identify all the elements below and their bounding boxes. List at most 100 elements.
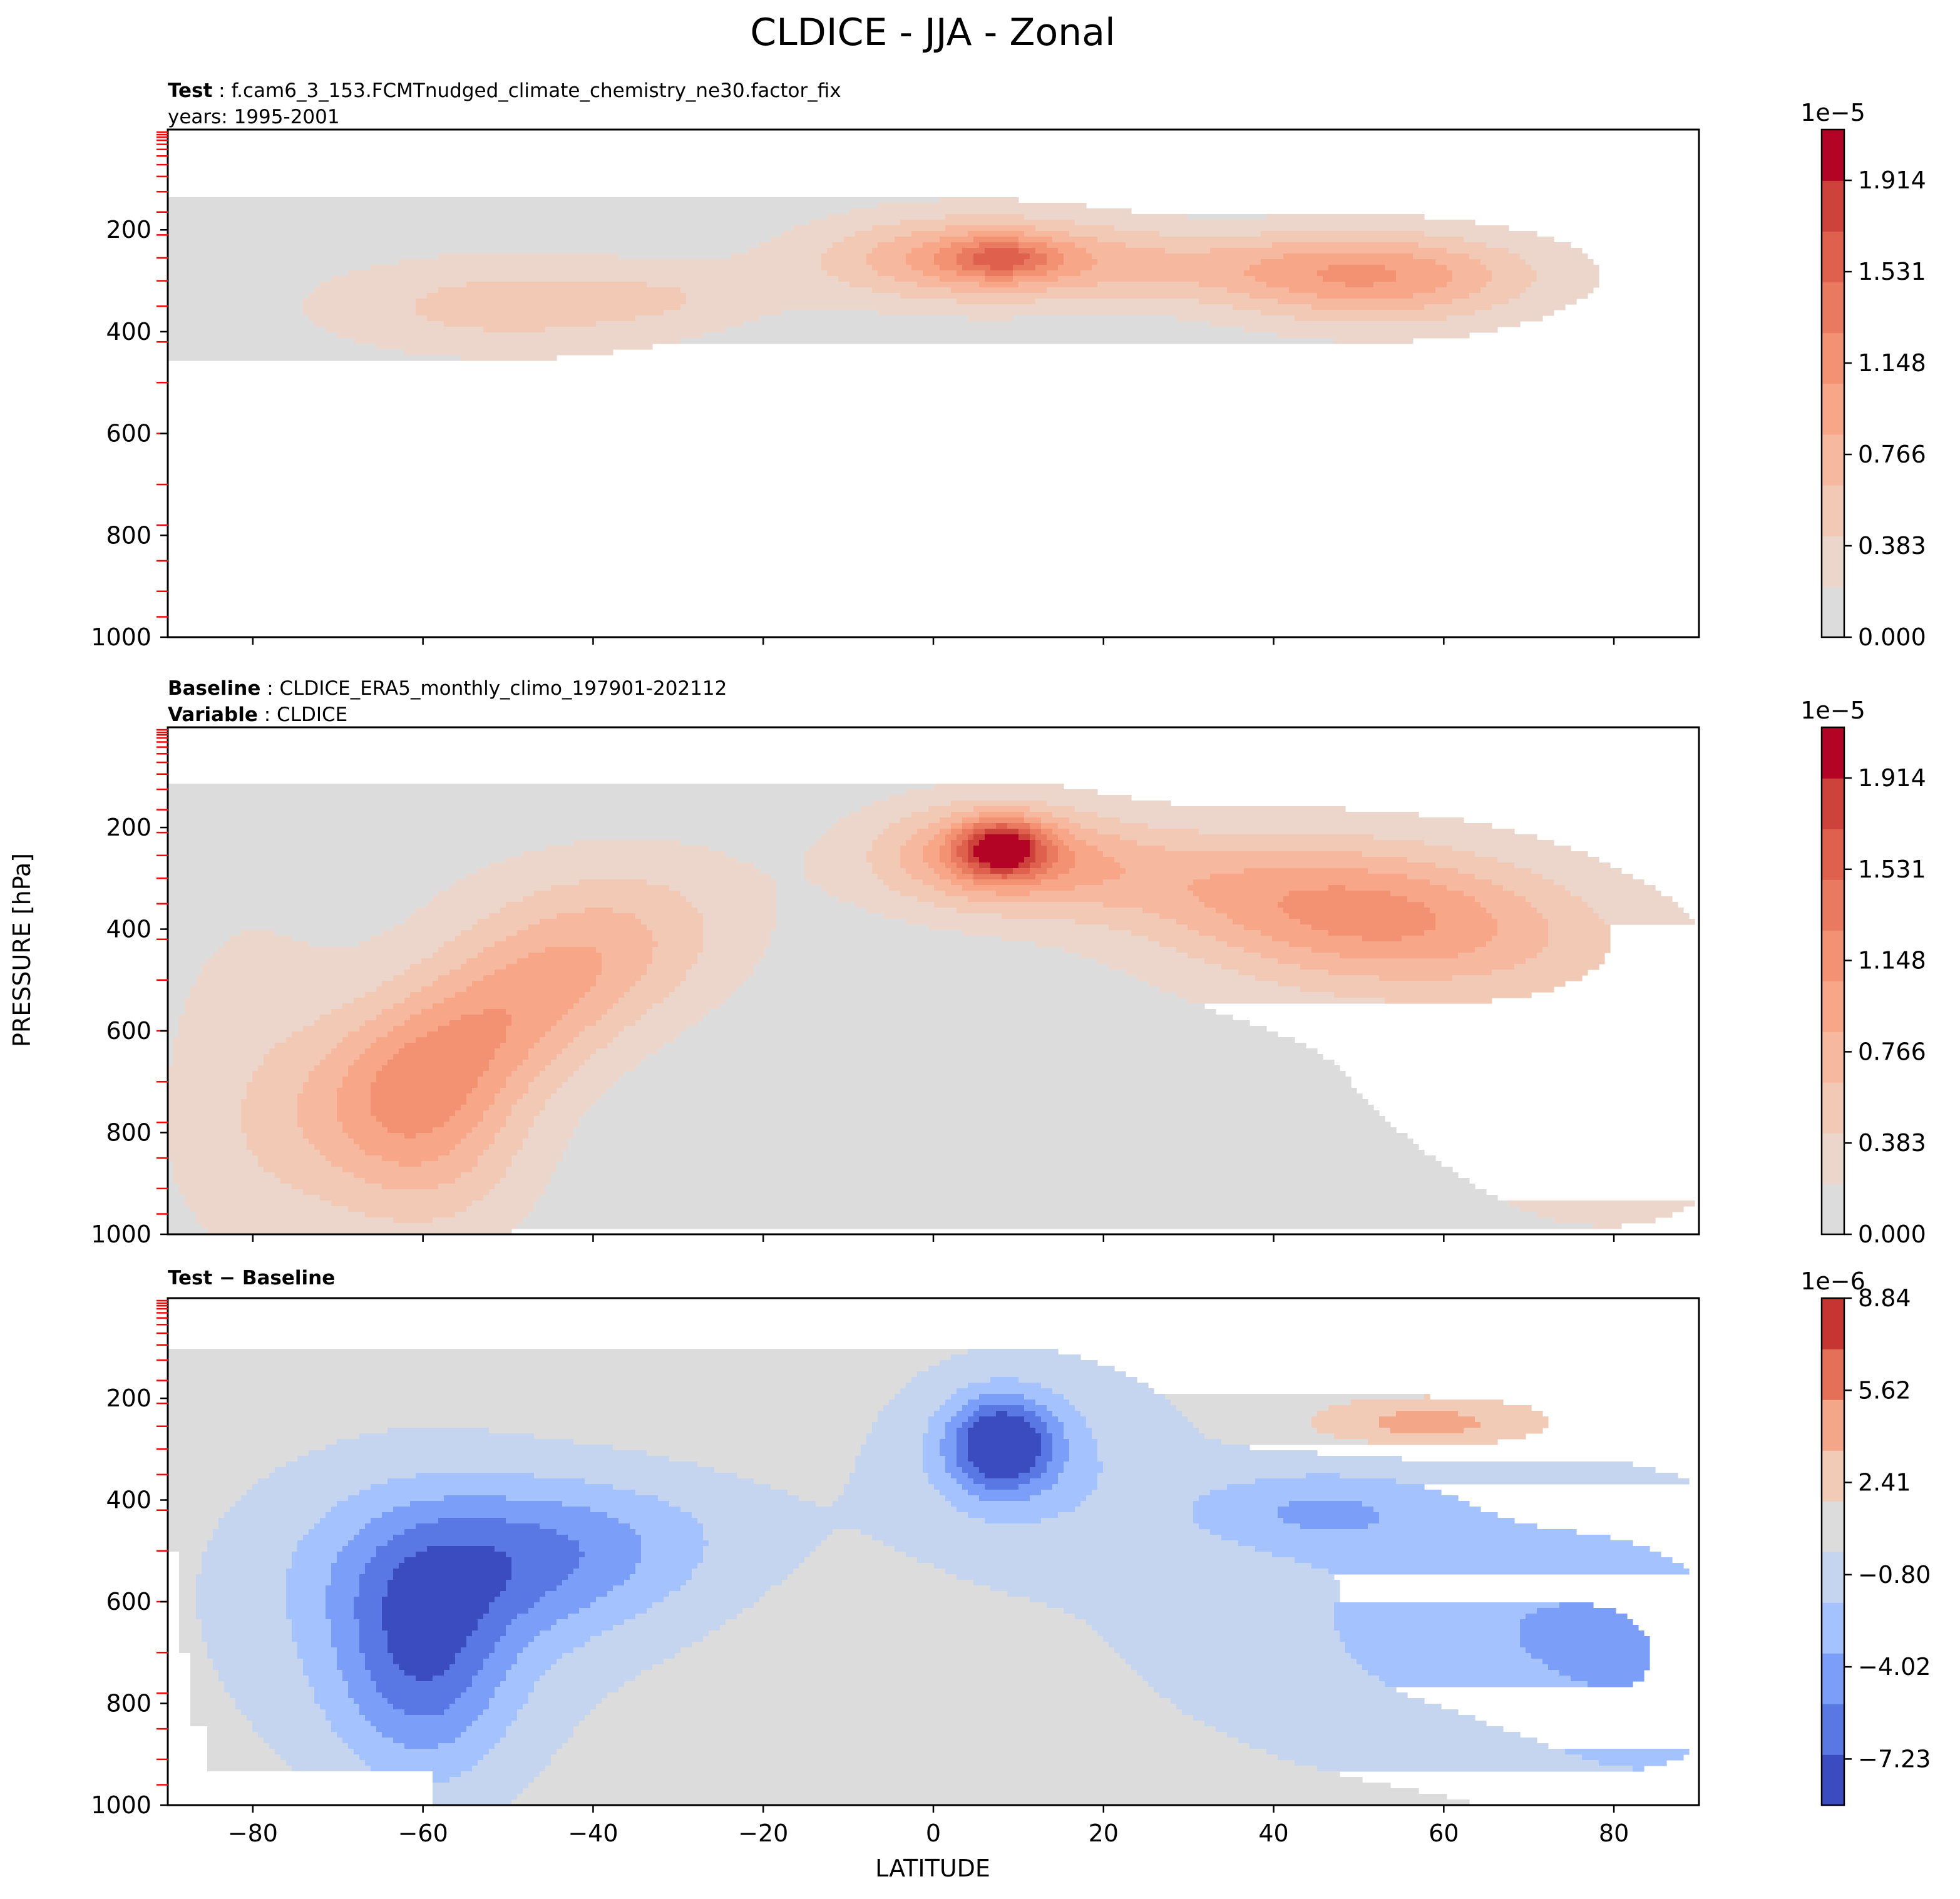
field-cell bbox=[1475, 896, 1526, 903]
colorbar-segment bbox=[1822, 829, 1844, 880]
field-cell bbox=[680, 1647, 1115, 1654]
field-cell bbox=[1362, 1664, 1549, 1671]
field-cell bbox=[1086, 1495, 1199, 1502]
field-cell bbox=[1035, 874, 1059, 880]
field-cell bbox=[168, 1167, 174, 1173]
field-cell bbox=[968, 1490, 1042, 1496]
field-cell bbox=[1142, 908, 1216, 914]
field-cell bbox=[1435, 913, 1492, 919]
field-cell bbox=[968, 1349, 1059, 1355]
info-bold-label: Baseline bbox=[168, 677, 260, 700]
field-cell bbox=[979, 817, 1025, 824]
field-cell bbox=[596, 1020, 636, 1026]
field-cell bbox=[354, 1602, 382, 1609]
colorbar-segment bbox=[1822, 1653, 1844, 1704]
field-cell bbox=[1295, 1557, 1673, 1564]
field-cell bbox=[196, 1591, 287, 1597]
field-cell bbox=[286, 1585, 326, 1592]
field-cell bbox=[1379, 1518, 1515, 1524]
field-cell bbox=[1030, 823, 1042, 829]
field-cell bbox=[1497, 924, 1549, 931]
field-cell bbox=[1058, 834, 1075, 841]
field-cell bbox=[1480, 902, 1532, 908]
field-cell bbox=[1030, 862, 1042, 869]
field-cell bbox=[1379, 1422, 1481, 1428]
field-cell bbox=[168, 479, 180, 485]
field-cell bbox=[264, 1738, 343, 1744]
field-cell bbox=[1058, 265, 1092, 271]
field-cell bbox=[511, 1110, 540, 1117]
field-cell bbox=[168, 355, 461, 361]
field-cell bbox=[973, 868, 991, 874]
field-cell bbox=[506, 1585, 557, 1592]
field-cell bbox=[168, 625, 433, 632]
field-cell bbox=[213, 1664, 304, 1671]
field-cell bbox=[613, 1484, 771, 1490]
field-cell bbox=[320, 282, 467, 288]
field-cell bbox=[230, 1692, 315, 1699]
y-tick-label: 200 bbox=[106, 814, 151, 841]
colorbar-tick-label: −0.80 bbox=[1858, 1561, 1931, 1589]
field-cell bbox=[168, 1150, 253, 1156]
field-cell bbox=[292, 1766, 371, 1772]
field-cell bbox=[951, 801, 1047, 807]
field-cell bbox=[968, 315, 1013, 322]
field-cell bbox=[168, 1490, 247, 1496]
field-cell bbox=[528, 1127, 574, 1134]
field-cell bbox=[421, 958, 467, 965]
field-cell bbox=[179, 1020, 315, 1026]
field-cell bbox=[675, 1653, 1121, 1659]
field-cell bbox=[393, 1574, 512, 1580]
field-cell bbox=[771, 941, 1036, 948]
field-cell bbox=[957, 862, 968, 869]
field-cell bbox=[545, 1591, 608, 1597]
colorbar-tick-label: 0.383 bbox=[1858, 532, 1926, 560]
field-cell bbox=[331, 276, 839, 282]
field-cell bbox=[940, 265, 963, 271]
field-cell bbox=[782, 1580, 974, 1586]
field-cell bbox=[416, 1552, 506, 1558]
field-cell bbox=[1041, 1473, 1059, 1479]
field-cell bbox=[957, 1478, 974, 1485]
field-cell bbox=[957, 908, 1143, 914]
field-cell bbox=[179, 1574, 197, 1580]
field-cell bbox=[709, 1540, 822, 1547]
field-cell bbox=[416, 1676, 433, 1682]
field-cell bbox=[635, 1065, 1340, 1072]
field-cell bbox=[168, 1777, 433, 1783]
field-cell bbox=[765, 947, 1064, 953]
field-cell bbox=[449, 1777, 535, 1783]
field-cell bbox=[297, 1647, 337, 1654]
field-cell bbox=[540, 1597, 597, 1603]
field-cell bbox=[1486, 242, 1571, 248]
field-cell bbox=[1080, 1501, 1194, 1507]
field-cell bbox=[940, 829, 952, 835]
field-cell bbox=[951, 1394, 980, 1400]
field-cell bbox=[540, 1037, 574, 1043]
field-cell bbox=[478, 1155, 512, 1162]
field-cell bbox=[449, 1150, 484, 1156]
field-cell bbox=[168, 1184, 180, 1190]
field-cell bbox=[889, 1400, 946, 1406]
field-cell bbox=[1199, 282, 1267, 288]
field-cell bbox=[1047, 253, 1064, 260]
field-cell bbox=[1047, 1602, 1335, 1609]
field-cell bbox=[1018, 834, 1030, 841]
field-cell bbox=[1092, 253, 1284, 260]
field-cell bbox=[618, 998, 664, 1004]
field-cell bbox=[511, 1161, 557, 1167]
field-cell bbox=[359, 1642, 388, 1648]
field-cell bbox=[1452, 276, 1492, 282]
field-cell bbox=[297, 1110, 337, 1117]
field-cell bbox=[1041, 829, 1053, 835]
field-cell bbox=[416, 1523, 540, 1530]
field-cell bbox=[635, 913, 704, 919]
field-cell bbox=[607, 1043, 664, 1049]
field-cell bbox=[1554, 879, 1644, 886]
field-cell bbox=[680, 338, 1335, 344]
colorbar-tick-label: 1.148 bbox=[1858, 349, 1926, 377]
field-cell bbox=[951, 840, 963, 846]
field-cell bbox=[190, 992, 366, 998]
field-cell bbox=[635, 981, 681, 987]
